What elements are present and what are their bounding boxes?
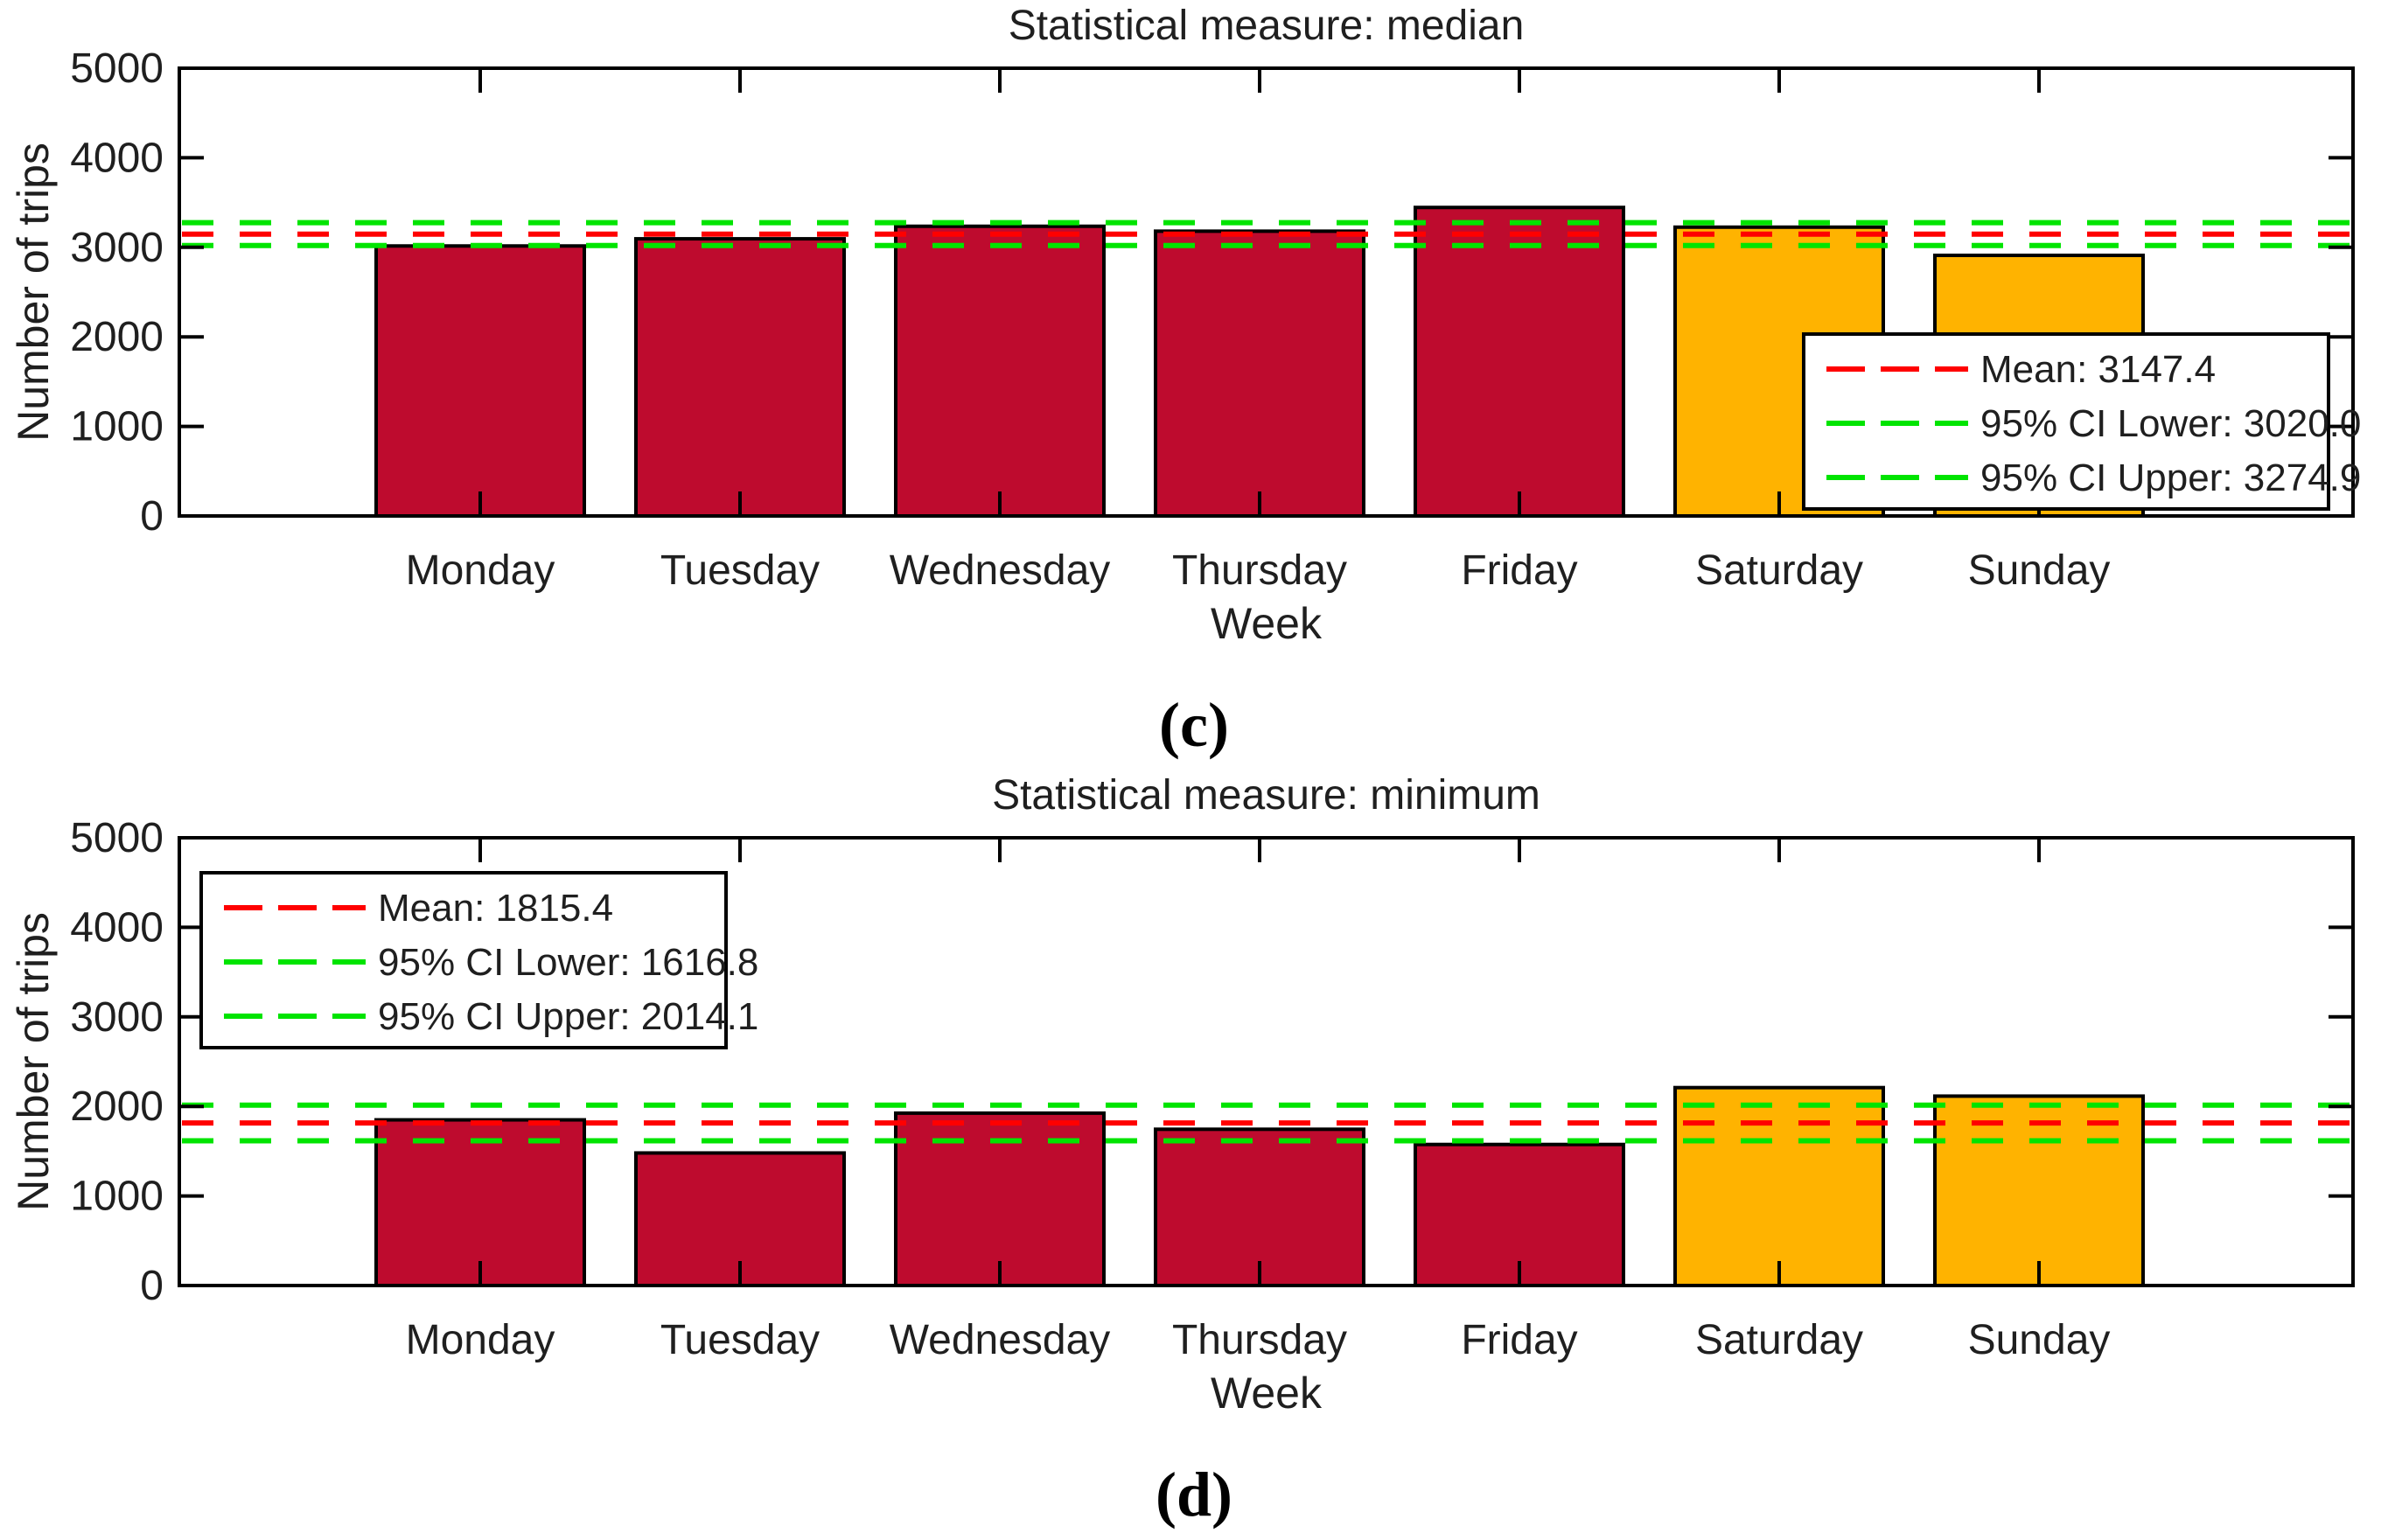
x-tick-label: Monday — [406, 1317, 555, 1363]
x-tick-label: Saturday — [1695, 547, 1863, 594]
y-tick-label: 3000 — [70, 225, 164, 271]
y-tick-label: 5000 — [70, 815, 164, 861]
subfigure-caption-d: (d) — [1156, 1460, 1232, 1530]
y-tick-label: 4000 — [70, 135, 164, 181]
bar-thursday — [1154, 229, 1365, 518]
y-tick-label: 4000 — [70, 904, 164, 951]
legend-label-ci-upper: 95% CI Upper: 3274.9 — [1980, 456, 2361, 499]
legend-label-ci-lower: 95% CI Lower: 1616.8 — [378, 941, 758, 984]
minimum-x-axis-label: Week — [1211, 1369, 1322, 1418]
y-tick-label: 1000 — [70, 404, 164, 450]
bar-wednesday — [894, 224, 1106, 518]
x-tick-label: Tuesday — [660, 1317, 820, 1363]
minimum-chart-title: Statistical measure: minimum — [992, 772, 1540, 819]
bar-saturday — [1673, 1085, 1885, 1288]
x-tick-label: Friday — [1461, 1317, 1577, 1363]
x-tick-label: Monday — [406, 547, 555, 594]
minimum-plot-area: 0 1000 2000 3000 4000 5000 Monday Tuesday Wednes… — [70, 815, 2355, 1363]
x-tick-label: Friday — [1461, 547, 1577, 594]
plot-border — [178, 66, 2355, 518]
minimum-y-axis-label: Number of trips — [9, 912, 58, 1211]
median-chart-title: Statistical measure: median — [1008, 3, 1525, 49]
subfigure-caption-c: (c) — [1159, 690, 1229, 760]
plot-border — [178, 836, 2355, 1287]
y-tick-label: 5000 — [70, 45, 164, 92]
x-tick-label: Wednesday — [890, 547, 1111, 594]
legend-label-ci-upper: 95% CI Upper: 2014.1 — [378, 995, 758, 1038]
y-tick-label: 2000 — [70, 1084, 164, 1130]
median-x-axis-label: Week — [1211, 599, 1322, 648]
bar-tuesday — [634, 237, 846, 518]
chart-minimum-block: 0 1000 2000 3000 4000 5000 Monday Tuesday Wednes… — [0, 770, 2388, 1539]
x-tick-label: Thursday — [1172, 1317, 1347, 1363]
bar-sunday — [1933, 1094, 2145, 1288]
median-plot-area: 0 1000 2000 3000 4000 5000 Monday Tuesday Wednes… — [70, 45, 2361, 594]
y-tick-label: 0 — [140, 1263, 164, 1309]
legend-label-ci-lower: 95% CI Lower: 3020.0 — [1980, 402, 2361, 445]
x-tick-label: Sunday — [1968, 547, 2111, 594]
x-tick-label: Wednesday — [890, 1317, 1111, 1363]
y-tick-label: 0 — [140, 493, 164, 540]
x-tick-label: Thursday — [1172, 547, 1347, 594]
bar-monday — [374, 1118, 586, 1287]
bar-monday — [374, 244, 586, 518]
bar-friday — [1414, 206, 1625, 518]
legend-label-mean: Mean: 3147.4 — [1980, 348, 2216, 391]
y-tick-label: 2000 — [70, 314, 164, 360]
x-tick-label: Saturday — [1695, 1317, 1863, 1363]
median-y-axis-label: Number of trips — [9, 143, 58, 442]
chart-median-block: 0 1000 2000 3000 4000 5000 Monday Tuesday Wednes… — [9, 3, 2361, 760]
bar-thursday — [1154, 1127, 1365, 1288]
y-tick-label: 1000 — [70, 1174, 164, 1220]
legend-label-mean: Mean: 1815.4 — [378, 887, 613, 930]
y-tick-label: 3000 — [70, 994, 164, 1041]
x-tick-label: Tuesday — [660, 547, 820, 594]
x-tick-label: Sunday — [1968, 1317, 2111, 1363]
